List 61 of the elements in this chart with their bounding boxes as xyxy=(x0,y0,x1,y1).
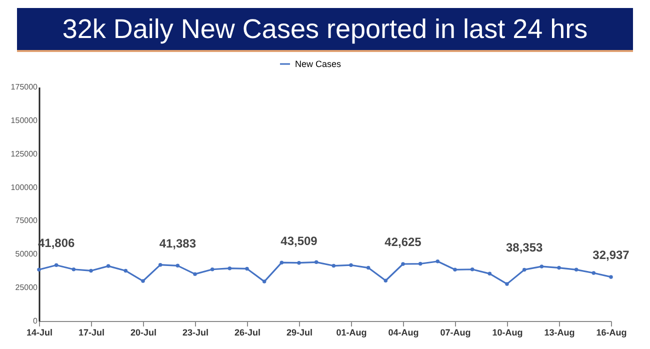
point xyxy=(210,268,214,272)
x-tick-label: 20-Jul xyxy=(130,328,157,338)
x-tick-label: 07-Aug xyxy=(440,328,471,338)
y-tick-label: 100000 xyxy=(10,182,38,192)
x-tick-label: 10-Aug xyxy=(492,328,523,338)
point xyxy=(436,259,440,264)
point xyxy=(54,263,58,267)
x-tick-label: 13-Aug xyxy=(544,328,575,338)
point xyxy=(193,272,197,276)
x-tick-label: 23-Jul xyxy=(182,328,209,338)
point xyxy=(349,263,353,267)
point xyxy=(124,268,128,273)
x-tick-label: 17-Jul xyxy=(78,328,105,338)
point xyxy=(557,266,561,270)
y-tick-label: 0 xyxy=(33,316,38,326)
point xyxy=(488,272,492,276)
y-tick-label: 50000 xyxy=(15,250,38,259)
point xyxy=(72,268,76,272)
y-tick-label: 25000 xyxy=(15,283,38,292)
y-tick-label: 150000 xyxy=(10,116,38,125)
point xyxy=(314,260,318,264)
point xyxy=(280,260,284,264)
y-tick-label: 75000 xyxy=(15,216,38,226)
point xyxy=(522,268,526,272)
point xyxy=(245,266,249,271)
y-tick-label: 125000 xyxy=(10,149,38,158)
point xyxy=(609,275,613,279)
point xyxy=(106,264,110,268)
point xyxy=(540,264,544,268)
point xyxy=(89,268,93,273)
legend-label: New Cases xyxy=(295,59,342,69)
point xyxy=(158,262,162,267)
point xyxy=(401,262,405,266)
point xyxy=(574,268,578,272)
x-tick-label: 01-Aug xyxy=(336,328,367,338)
data-label: 32,937 xyxy=(592,248,630,262)
point xyxy=(37,268,41,272)
x-tick-label: 04-Aug xyxy=(388,328,419,338)
data-label: 41,383 xyxy=(159,236,196,251)
point xyxy=(453,268,457,272)
point xyxy=(297,260,301,265)
x-tick-label: 29-Jul xyxy=(286,328,313,338)
point xyxy=(384,278,388,282)
x-tick-label: 16-Aug xyxy=(596,328,627,338)
point xyxy=(592,271,596,275)
point xyxy=(176,264,180,268)
x-tick-label: 26-Jul xyxy=(234,328,261,338)
point xyxy=(505,282,509,286)
point xyxy=(366,266,370,270)
y-tick-label: 175000 xyxy=(10,82,38,92)
point xyxy=(141,279,145,283)
x-tick-label: 14-Jul xyxy=(26,328,53,338)
data-label: 38,353 xyxy=(506,240,544,255)
data-label: 42,625 xyxy=(384,235,422,250)
point xyxy=(470,268,474,272)
point xyxy=(228,266,232,270)
chart-title: 32k Daily New Cases reported in last 24 hrs xyxy=(17,8,633,52)
data-label: 43,509 xyxy=(280,234,318,248)
point xyxy=(262,280,266,284)
point xyxy=(332,264,336,268)
point xyxy=(418,262,422,266)
